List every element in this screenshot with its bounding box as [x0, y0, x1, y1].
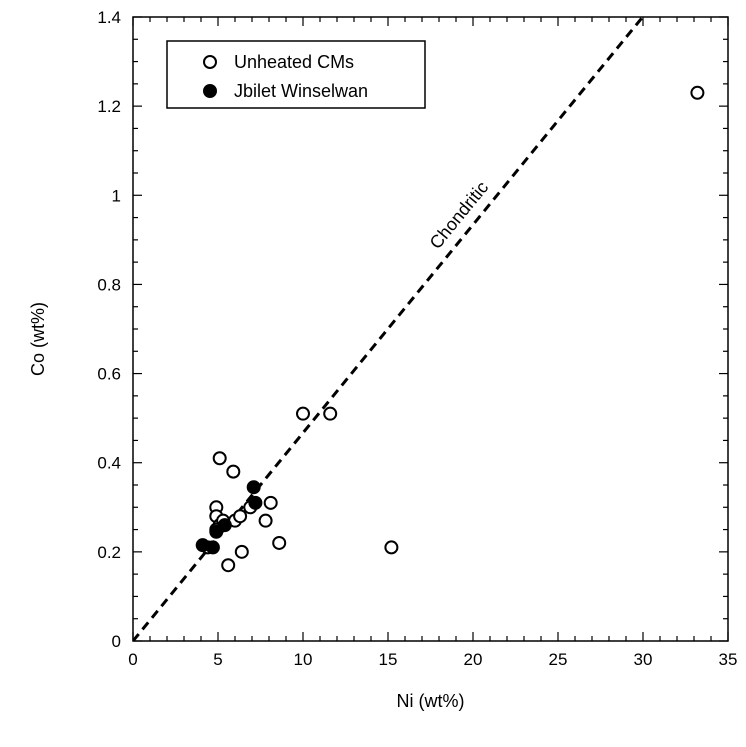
y-tick-label: 1.4 — [97, 8, 121, 27]
data-point-unheated-cm — [272, 535, 287, 550]
data-point-unheated-cm — [234, 544, 249, 559]
data-point-unheated-cm — [323, 406, 338, 421]
x-tick-label: 0 — [128, 650, 137, 669]
x-tick-label: 20 — [464, 650, 483, 669]
x-tick-label: 15 — [379, 650, 398, 669]
y-tick-label: 0.6 — [97, 365, 121, 384]
data-point-unheated-cm — [690, 85, 705, 100]
data-point-unheated-cm — [296, 406, 310, 421]
legend-label: Unheated CMs — [234, 52, 354, 72]
legend-label: Jbilet Winselwan — [234, 81, 368, 101]
data-point-unheated-cm — [233, 509, 248, 524]
legend-marker-jbilet-winselwan — [203, 84, 217, 98]
y-tick-label: 0 — [112, 632, 121, 651]
data-point-jbilet-winselwan — [246, 480, 261, 495]
y-tick-label: 1.2 — [97, 97, 121, 116]
data-point-jbilet-winselwan — [205, 540, 220, 555]
plot-frame — [132, 16, 729, 642]
x-tick-label: 25 — [549, 650, 568, 669]
x-tick-label: 5 — [213, 650, 222, 669]
axes: 0 5 10 15 20 25 30 35 0 0.2 0.4 0.6 0.8 1 1.2 1.4 — [97, 8, 737, 669]
y-tick-label: 0.4 — [97, 454, 121, 473]
data-point-unheated-cm — [258, 513, 273, 528]
x-axis-title: Ni (wt%) — [397, 691, 465, 711]
y-tick-label: 0.8 — [97, 275, 121, 294]
legend: Unheated CMs Jbilet Winselwan — [166, 40, 426, 109]
x-tick-label: 10 — [294, 650, 313, 669]
data-point-jbilet-winselwan — [209, 524, 224, 539]
data-point-unheated-cm — [263, 495, 278, 510]
data-point-unheated-cm — [221, 558, 236, 573]
y-tick-label: 1 — [112, 186, 121, 205]
data-point-jbilet-winselwan — [248, 495, 263, 510]
data-point-unheated-cm — [226, 464, 241, 479]
data-point-unheated-cm — [384, 540, 399, 555]
data-point-unheated-cm — [212, 451, 227, 466]
x-tick-label: 30 — [634, 650, 653, 669]
legend-marker-unheated-cm — [203, 55, 217, 69]
y-axis-title: Co (wt%) — [28, 302, 48, 376]
x-tick-label: 35 — [719, 650, 738, 669]
y-tick-label: 0.2 — [97, 543, 121, 562]
